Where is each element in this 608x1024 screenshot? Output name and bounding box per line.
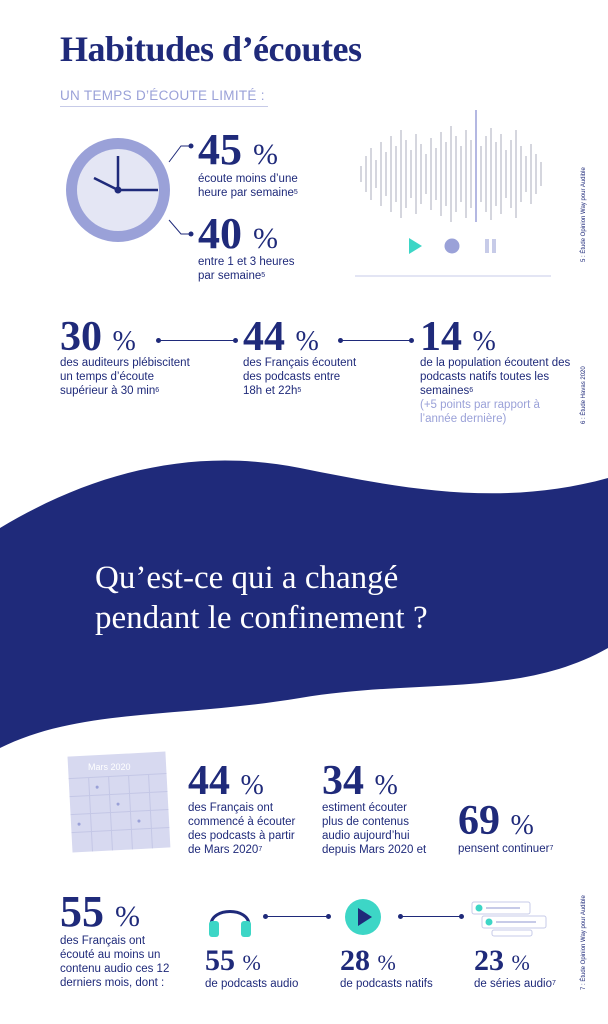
stat-14-value: 14 %	[420, 314, 496, 360]
stat-69-text: pensent continuer7	[458, 843, 554, 855]
stat-34-text: estiment écouter plus de contenus audio …	[322, 802, 427, 856]
stop-icon	[444, 238, 460, 254]
calendar-label: Mars 2020	[88, 762, 131, 772]
stat-28-text: de podcasts natifs	[340, 978, 433, 990]
stat-45-value: 45 %	[198, 125, 278, 174]
stat-28-value: 28 %	[340, 944, 396, 977]
stat-44b-value: 44 %	[188, 758, 264, 804]
connector-dot	[459, 914, 464, 919]
audio-player-graphic	[355, 110, 551, 277]
stat-40-value: 40 %	[198, 209, 278, 258]
stat-14-note: (+5 points par rapport à l’année dernièr…	[420, 399, 540, 425]
clock-connectors	[168, 143, 194, 237]
page-title: Habitudes d’écoutes	[60, 29, 362, 69]
stat-69-value: 69 %	[458, 798, 534, 844]
source-note-5: 5 : Étude Opinion Way pour Audible	[581, 167, 587, 262]
connector-dot	[156, 338, 161, 343]
connector-line	[158, 340, 236, 341]
connector-line	[265, 916, 329, 917]
connector-dot	[263, 914, 268, 919]
stat-40-text: entre 1 et 3 heures par semaine5	[198, 256, 295, 282]
stat-23-value: 23 %	[474, 944, 530, 977]
stat-55-value: 55 %	[60, 887, 140, 936]
play-circle-icon	[345, 899, 381, 935]
stat-34-value: 34 %	[322, 758, 398, 804]
stat-44b-text: des Français ont commencé à écouter des …	[188, 802, 296, 856]
connector-dot	[326, 914, 331, 919]
clock-icon	[66, 138, 170, 242]
stat-45-text: écoute moins d’une heure par semaine5	[198, 173, 298, 199]
playlist-icon	[471, 901, 547, 937]
connector-dot	[338, 338, 343, 343]
stat-44-text: des Français écoutent des podcasts entre…	[243, 357, 357, 397]
stat-44-value: 44 %	[243, 314, 319, 360]
subtitle-underline	[60, 106, 268, 107]
stat-23-text: de séries audio7	[474, 978, 556, 990]
stat-55b-value: 55 %	[205, 944, 261, 977]
source-note-6: 6 : Étude Havas 2020	[581, 366, 587, 424]
stat-55b-text: de podcasts audio	[205, 978, 299, 990]
stat-30-value: 30 %	[60, 314, 136, 360]
stat-14-text: de la population écoutent des podcasts n…	[420, 357, 571, 397]
section-subtitle: UN TEMPS D’ÉCOUTE LIMITÉ :	[60, 88, 265, 103]
calendar-icon: Mars 2020	[67, 751, 171, 853]
connector-dot	[409, 338, 414, 343]
wave-banner	[0, 460, 608, 748]
headphones-icon	[209, 910, 251, 937]
connector-line	[400, 916, 462, 917]
connector-dot	[398, 914, 403, 919]
stat-30-text: des auditeurs plébiscitent un temps d’éc…	[60, 357, 190, 397]
connector-dot	[233, 338, 238, 343]
play-icon	[409, 238, 422, 254]
banner-title: Qu’est-ce qui a changé pendant le confin…	[95, 560, 428, 636]
source-note-7: 7 : Étude Opinion Way pour Audible	[581, 895, 587, 990]
stat-55-text: des Français ont écouté au moins un cont…	[60, 935, 170, 989]
connector-line	[340, 340, 412, 341]
